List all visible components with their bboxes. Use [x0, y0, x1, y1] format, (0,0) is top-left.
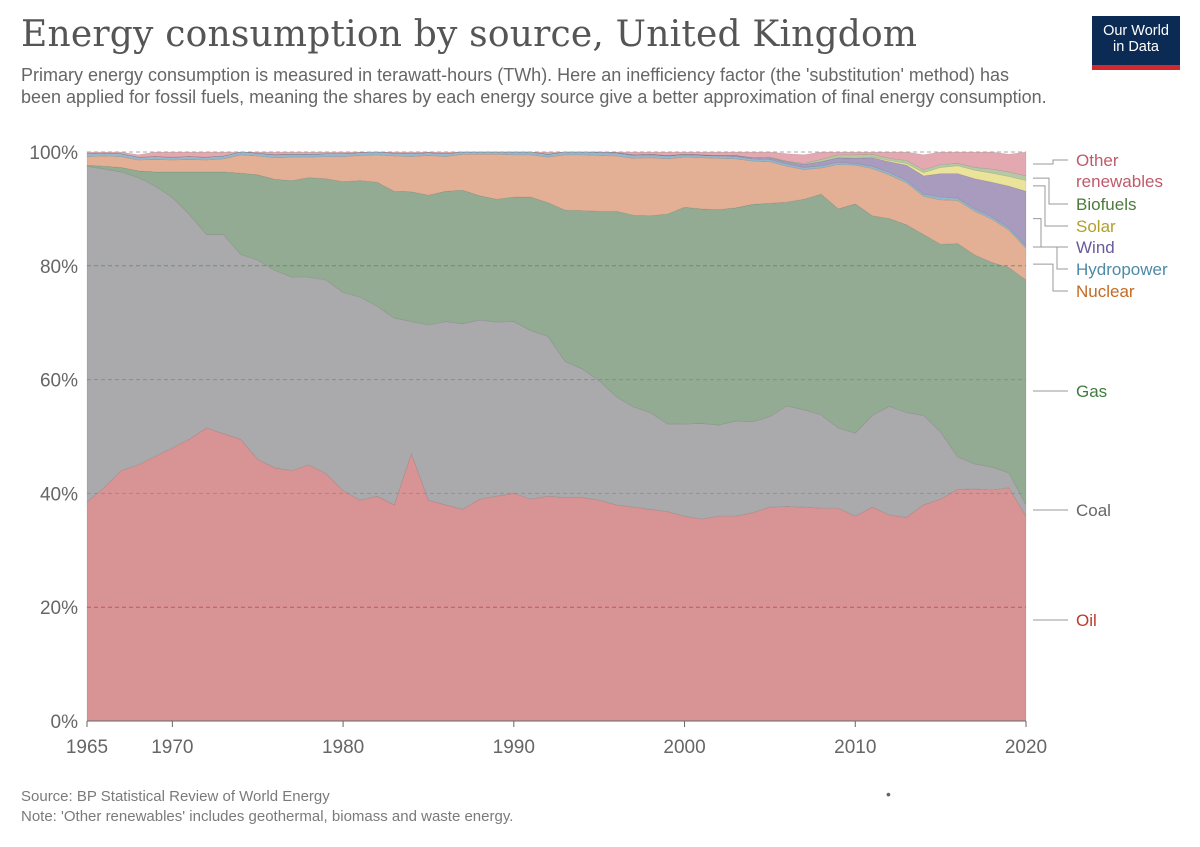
chart-subtitle: Primary energy consumption is measured i… — [21, 65, 1047, 107]
legend-label-nuclear: Nuclear — [1076, 282, 1135, 301]
y-tick-label: 20% — [40, 598, 78, 619]
chart-title: Energy consumption by source, United Kin… — [21, 14, 918, 55]
legend-label-coal: Coal — [1076, 501, 1111, 520]
y-tick-label: 100% — [29, 143, 78, 164]
legend-connector-wind — [1033, 218, 1068, 248]
legend-label-gas: Gas — [1076, 382, 1107, 401]
legend-label-other-renewables: Other — [1076, 151, 1119, 170]
footer-dot: • — [886, 786, 891, 802]
legend-label-other-renewables: renewables — [1076, 172, 1163, 191]
x-tick-label: 2010 — [834, 737, 876, 758]
x-tick-label: 1965 — [66, 737, 108, 758]
y-tick-label: 60% — [40, 371, 78, 392]
legend-label-wind: Wind — [1076, 238, 1115, 257]
legend-connector-biofuels — [1033, 177, 1068, 205]
x-tick-label: 2020 — [1005, 737, 1047, 758]
source-note: Source: BP Statistical Review of World E… — [21, 788, 330, 805]
logo-line-1: Our World — [1103, 23, 1169, 39]
x-tick-label: 2000 — [663, 737, 705, 758]
x-tick-label: 1980 — [322, 737, 364, 758]
y-tick-label: 40% — [40, 484, 78, 505]
footnote: Note: 'Other renewables' includes geothe… — [21, 808, 514, 825]
x-tick-label: 1990 — [493, 737, 535, 758]
legend-label-oil: Oil — [1076, 611, 1097, 630]
legend-connector-hydropower — [1033, 246, 1068, 270]
logo-line-2: in Data — [1113, 39, 1159, 55]
legend-connector-solar — [1033, 185, 1068, 227]
y-tick-label: 80% — [40, 257, 78, 278]
legend-label-hydropower: Hydropower — [1076, 260, 1168, 279]
legend-label-biofuels: Biofuels — [1076, 195, 1136, 214]
legend-connector-nuclear — [1033, 263, 1068, 292]
legend-label-solar: Solar — [1076, 217, 1116, 236]
legend-connector-other-renewables — [1033, 159, 1068, 165]
x-tick-label: 1970 — [151, 737, 193, 758]
owid-logo[interactable]: Our World in Data — [1092, 16, 1180, 70]
y-tick-label: 0% — [51, 712, 79, 733]
